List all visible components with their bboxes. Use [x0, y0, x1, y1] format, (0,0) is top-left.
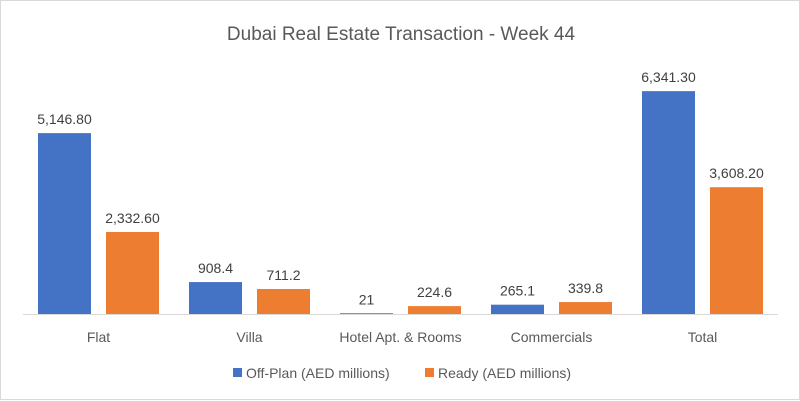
- data-label: 21: [359, 291, 375, 307]
- data-label: 224.6: [417, 284, 452, 300]
- data-label: 5,146.80: [37, 111, 92, 127]
- bar-off-plan-1: [189, 282, 242, 314]
- legend-swatch: [425, 368, 434, 377]
- legend-label: Ready (AED millions): [438, 365, 571, 381]
- legend-label: Off-Plan (AED millions): [246, 365, 390, 381]
- data-label: 6,341.30: [641, 69, 696, 85]
- bar-ready-3: [559, 302, 612, 314]
- category-tick-label: Hotel Apt. & Rooms: [339, 329, 461, 345]
- category-tick-label: Villa: [236, 329, 262, 345]
- data-label: 908.4: [198, 260, 233, 276]
- category-tick-label: Total: [688, 329, 718, 345]
- bar-off-plan-2: [340, 313, 393, 314]
- bar-ready-4: [710, 187, 763, 314]
- data-label: 2,332.60: [105, 210, 160, 226]
- legend-swatch: [233, 368, 242, 377]
- legend: Off-Plan (AED millions) Ready (AED millio…: [233, 365, 571, 381]
- data-label: 265.1: [500, 283, 535, 299]
- category-tick-label: Flat: [87, 329, 110, 345]
- bar-ready-2: [408, 306, 461, 314]
- chart-title: Dubai Real Estate Transaction - Week 44: [227, 24, 576, 45]
- data-label: 711.2: [267, 267, 301, 283]
- bar-ready-1: [257, 289, 310, 314]
- data-label: 339.8: [568, 280, 603, 296]
- bar-off-plan-4: [642, 91, 695, 315]
- bar-ready-0: [106, 232, 159, 314]
- data-label: 3,608.20: [709, 165, 764, 181]
- bar-off-plan-3: [491, 304, 544, 314]
- bar-off-plan-0: [38, 133, 91, 314]
- category-tick-label: Commercials: [511, 329, 593, 345]
